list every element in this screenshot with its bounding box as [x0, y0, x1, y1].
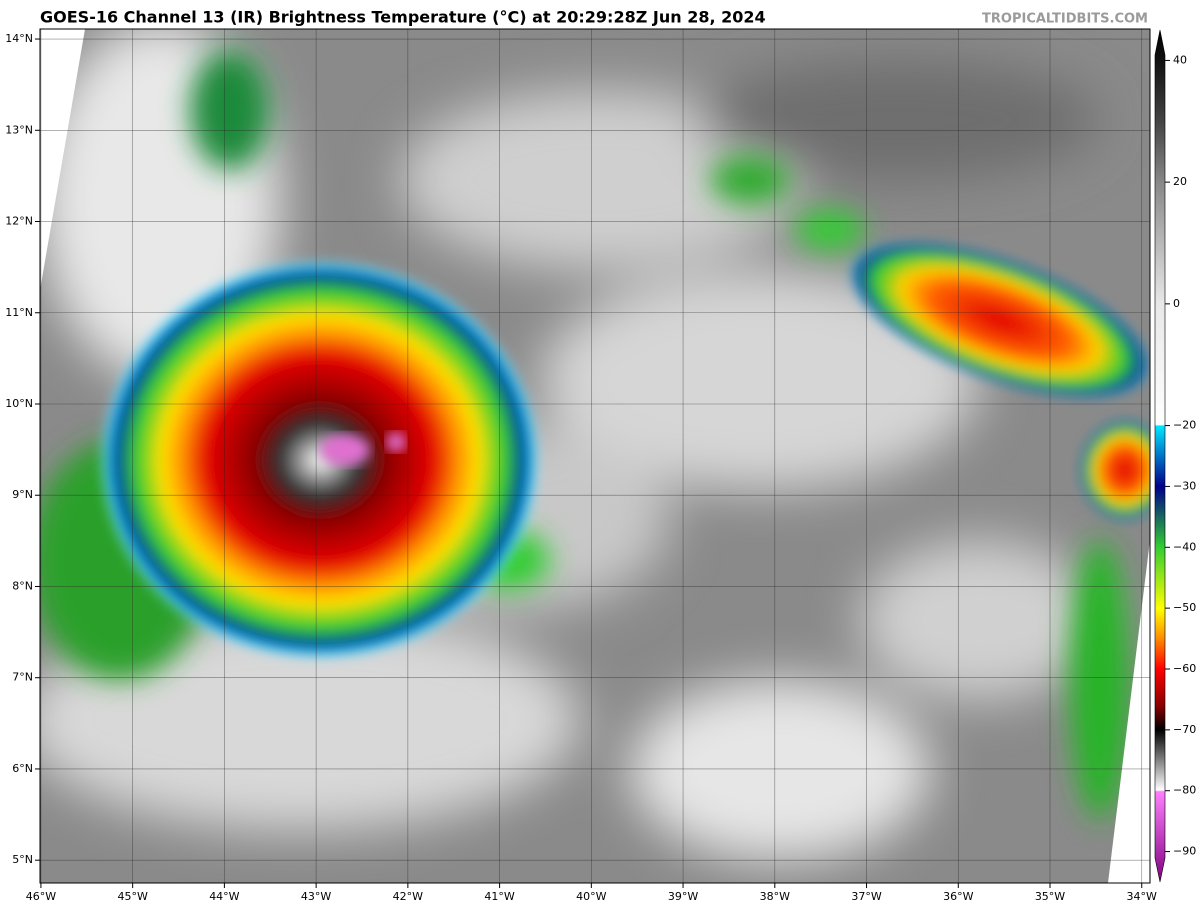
lat-label: 11°N	[5, 306, 33, 319]
colorbar-label: −60	[1173, 662, 1196, 675]
colorbar	[1154, 29, 1166, 883]
graticule	[40, 29, 1150, 883]
lat-label: 12°N	[5, 215, 33, 228]
lon-label: 41°W	[484, 890, 514, 903]
lon-label: 44°W	[209, 890, 239, 903]
lat-label: 14°N	[5, 32, 33, 45]
lon-label: 45°W	[117, 890, 147, 903]
lat-label: 5°N	[12, 853, 33, 866]
lat-label: 9°N	[12, 488, 33, 501]
lon-label: 37°W	[851, 890, 881, 903]
satellite-image	[40, 29, 1150, 883]
lon-label: 42°W	[393, 890, 423, 903]
no-data	[1108, 540, 1150, 883]
colorbar-label: −80	[1173, 784, 1196, 797]
lon-label: 36°W	[943, 890, 973, 903]
storm	[100, 260, 540, 660]
lat-label: 13°N	[5, 123, 33, 136]
colorbar-label: −20	[1173, 419, 1196, 432]
convective-cluster	[848, 241, 1150, 399]
storm-core	[320, 434, 370, 466]
lat-label: 8°N	[12, 579, 33, 592]
lon-label: 40°W	[576, 890, 606, 903]
credit: TROPICALTIDBITS.COM	[982, 12, 1148, 27]
no-data	[40, 29, 85, 290]
colorbar-label: −30	[1173, 479, 1196, 492]
lat-label: 10°N	[5, 397, 33, 410]
colorbar-label: −40	[1173, 540, 1196, 553]
lat-label: 7°N	[12, 671, 33, 684]
convection	[40, 50, 1130, 820]
colorbar-label: 20	[1173, 175, 1187, 188]
lon-label: 43°W	[301, 890, 331, 903]
colorbar-label: −90	[1173, 845, 1196, 858]
storm-core	[386, 432, 406, 452]
map-frame	[39, 28, 1151, 884]
lon-label: 38°W	[760, 890, 790, 903]
title: GOES-16 Channel 13 (IR) Brightness Tempe…	[40, 8, 766, 27]
lon-label: 35°W	[1035, 890, 1065, 903]
lat-label: 6°N	[12, 762, 33, 775]
lon-label: 46°W	[26, 890, 56, 903]
lon-label: 34°W	[1127, 890, 1157, 903]
lon-label: 39°W	[668, 890, 698, 903]
colorbar-label: 0	[1173, 297, 1180, 310]
colorbar-label: −70	[1173, 723, 1196, 736]
colorbar-label: 40	[1173, 53, 1187, 66]
colorbar-label: −50	[1173, 601, 1196, 614]
